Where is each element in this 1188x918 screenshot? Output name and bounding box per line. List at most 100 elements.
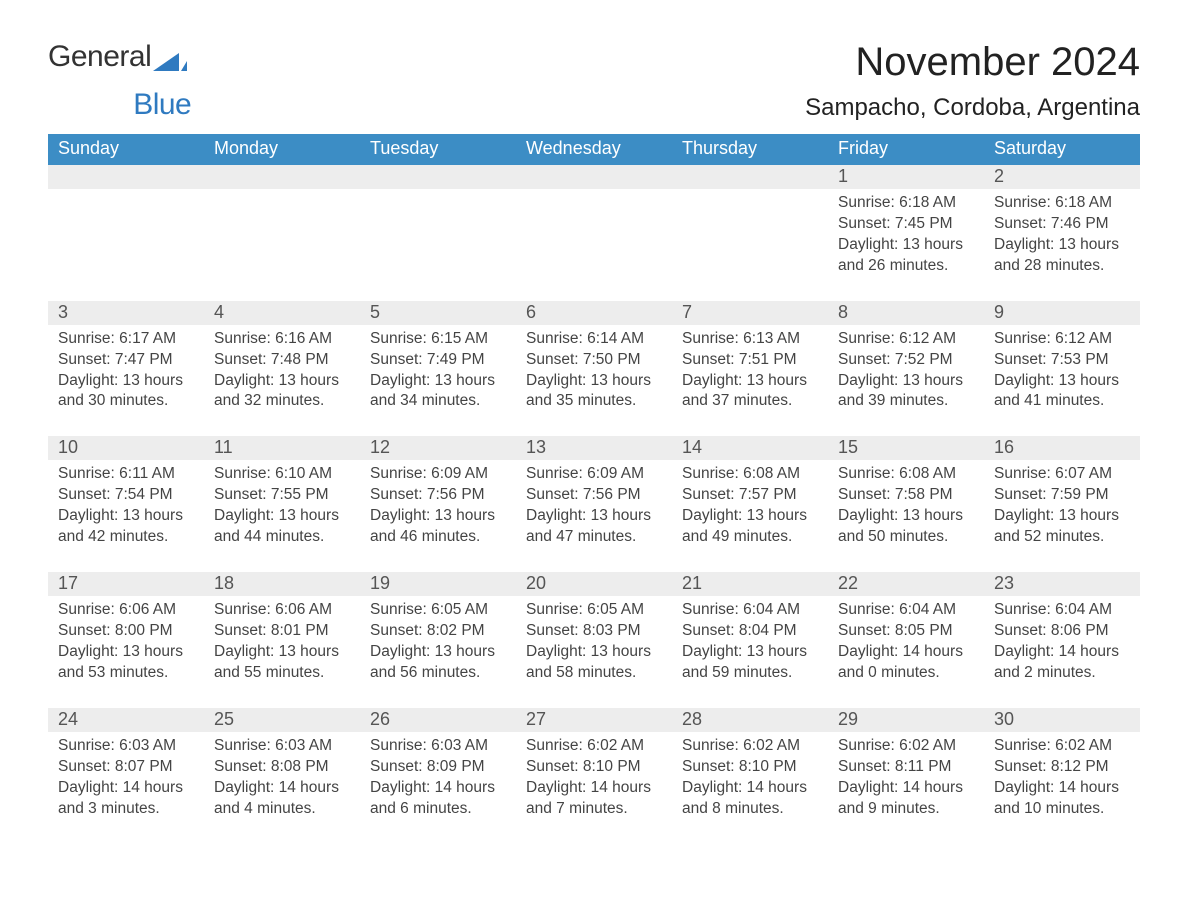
sunset-label: Sunset: — [682, 622, 739, 639]
sunrise-label: Sunrise: — [682, 601, 743, 618]
sunset-line: Sunset: 7:52 PM — [838, 350, 980, 371]
day-body — [360, 189, 516, 281]
calendar-cell: 27Sunrise: 6:02 AMSunset: 8:10 PMDayligh… — [516, 708, 672, 844]
calendar-cell: 28Sunrise: 6:02 AMSunset: 8:10 PMDayligh… — [672, 708, 828, 844]
sunrise-line: Sunrise: 6:02 AM — [994, 736, 1136, 757]
sunrise-label: Sunrise: — [838, 194, 899, 211]
sunset-line: Sunset: 7:50 PM — [526, 350, 668, 371]
daylight-label: Daylight: — [526, 372, 591, 389]
sunrise-line: Sunrise: 6:12 AM — [994, 329, 1136, 350]
sunset-label: Sunset: — [58, 758, 115, 775]
day-body: Sunrise: 6:11 AMSunset: 7:54 PMDaylight:… — [48, 460, 204, 572]
calendar-cell: 22Sunrise: 6:04 AMSunset: 8:05 PMDayligh… — [828, 572, 984, 708]
sunrise-line: Sunrise: 6:04 AM — [994, 600, 1136, 621]
day-number: 13 — [516, 436, 672, 460]
sunset-value: 8:12 PM — [1051, 758, 1109, 775]
calendar-cell: 19Sunrise: 6:05 AMSunset: 8:02 PMDayligh… — [360, 572, 516, 708]
sunrise-value: 6:09 AM — [587, 465, 644, 482]
day-number-bar — [516, 165, 672, 189]
calendar-cell: 23Sunrise: 6:04 AMSunset: 8:06 PMDayligh… — [984, 572, 1140, 708]
sunrise-value: 6:15 AM — [431, 330, 488, 347]
sunset-label: Sunset: — [526, 622, 583, 639]
day-number: 24 — [48, 708, 204, 732]
sunset-line: Sunset: 7:58 PM — [838, 485, 980, 506]
sunrise-label: Sunrise: — [838, 737, 899, 754]
sunrise-line: Sunrise: 6:11 AM — [58, 464, 200, 485]
sunset-line: Sunset: 7:57 PM — [682, 485, 824, 506]
sunset-line: Sunset: 8:10 PM — [526, 757, 668, 778]
day-number: 3 — [48, 301, 204, 325]
sunset-line: Sunset: 7:54 PM — [58, 485, 200, 506]
day-body: Sunrise: 6:04 AMSunset: 8:04 PMDaylight:… — [672, 596, 828, 708]
day-number: 8 — [828, 301, 984, 325]
day-body: Sunrise: 6:10 AMSunset: 7:55 PMDaylight:… — [204, 460, 360, 572]
sunrise-label: Sunrise: — [838, 465, 899, 482]
day-body: Sunrise: 6:09 AMSunset: 7:56 PMDaylight:… — [516, 460, 672, 572]
day-number: 17 — [48, 572, 204, 596]
day-body: Sunrise: 6:06 AMSunset: 8:01 PMDaylight:… — [204, 596, 360, 708]
calendar-cell: 14Sunrise: 6:08 AMSunset: 7:57 PMDayligh… — [672, 436, 828, 572]
day-body: Sunrise: 6:06 AMSunset: 8:00 PMDaylight:… — [48, 596, 204, 708]
sunset-label: Sunset: — [838, 351, 895, 368]
sunrise-label: Sunrise: — [526, 465, 587, 482]
calendar-cell: 10Sunrise: 6:11 AMSunset: 7:54 PMDayligh… — [48, 436, 204, 572]
day-number: 20 — [516, 572, 672, 596]
sunset-label: Sunset: — [214, 351, 271, 368]
daylight-label: Daylight: — [370, 372, 435, 389]
sunrise-line: Sunrise: 6:18 AM — [838, 193, 980, 214]
sunset-value: 7:59 PM — [1051, 486, 1109, 503]
sunset-value: 7:46 PM — [1051, 215, 1109, 232]
sunrise-label: Sunrise: — [370, 330, 431, 347]
day-number: 9 — [984, 301, 1140, 325]
daylight-label: Daylight: — [682, 643, 747, 660]
day-body: Sunrise: 6:02 AMSunset: 8:11 PMDaylight:… — [828, 732, 984, 844]
sunset-line: Sunset: 8:12 PM — [994, 757, 1136, 778]
sunset-line: Sunset: 7:45 PM — [838, 214, 980, 235]
calendar-week-row: 1Sunrise: 6:18 AMSunset: 7:45 PMDaylight… — [48, 165, 1140, 301]
sunrise-line: Sunrise: 6:03 AM — [370, 736, 512, 757]
sunrise-label: Sunrise: — [526, 737, 587, 754]
sunrise-line: Sunrise: 6:17 AM — [58, 329, 200, 350]
daylight-label: Daylight: — [526, 507, 591, 524]
sunset-value: 7:52 PM — [895, 351, 953, 368]
sunset-label: Sunset: — [994, 622, 1051, 639]
sunrise-line: Sunrise: 6:09 AM — [370, 464, 512, 485]
sunset-value: 7:51 PM — [739, 351, 797, 368]
sunrise-value: 6:08 AM — [743, 465, 800, 482]
calendar-cell: 6Sunrise: 6:14 AMSunset: 7:50 PMDaylight… — [516, 301, 672, 437]
daylight-line: Daylight: 13 hours and 26 minutes. — [838, 235, 980, 277]
daylight-label: Daylight: — [838, 779, 903, 796]
day-body: Sunrise: 6:04 AMSunset: 8:06 PMDaylight:… — [984, 596, 1140, 708]
sunset-label: Sunset: — [682, 758, 739, 775]
sunset-value: 8:10 PM — [739, 758, 797, 775]
calendar-cell — [204, 165, 360, 301]
day-number-bar — [48, 165, 204, 189]
day-header: Thursday — [672, 134, 828, 165]
sunrise-value: 6:12 AM — [1055, 330, 1112, 347]
daylight-line: Daylight: 13 hours and 50 minutes. — [838, 506, 980, 548]
day-body: Sunrise: 6:09 AMSunset: 7:56 PMDaylight:… — [360, 460, 516, 572]
sunset-value: 7:54 PM — [115, 486, 173, 503]
sunset-line: Sunset: 7:53 PM — [994, 350, 1136, 371]
sunset-line: Sunset: 8:04 PM — [682, 621, 824, 642]
sunset-value: 7:48 PM — [271, 351, 329, 368]
calendar-cell: 5Sunrise: 6:15 AMSunset: 7:49 PMDaylight… — [360, 301, 516, 437]
sunset-line: Sunset: 7:51 PM — [682, 350, 824, 371]
day-body: Sunrise: 6:16 AMSunset: 7:48 PMDaylight:… — [204, 325, 360, 437]
daylight-line: Daylight: 14 hours and 6 minutes. — [370, 778, 512, 820]
sunset-label: Sunset: — [58, 351, 115, 368]
calendar-cell: 30Sunrise: 6:02 AMSunset: 8:12 PMDayligh… — [984, 708, 1140, 844]
sunset-line: Sunset: 8:10 PM — [682, 757, 824, 778]
sunset-value: 7:57 PM — [739, 486, 797, 503]
day-body: Sunrise: 6:02 AMSunset: 8:12 PMDaylight:… — [984, 732, 1140, 844]
sunrise-line: Sunrise: 6:15 AM — [370, 329, 512, 350]
day-header: Tuesday — [360, 134, 516, 165]
brand-triangle-icon — [153, 51, 187, 76]
sunset-label: Sunset: — [526, 758, 583, 775]
day-body: Sunrise: 6:18 AMSunset: 7:45 PMDaylight:… — [828, 189, 984, 301]
day-body: Sunrise: 6:02 AMSunset: 8:10 PMDaylight:… — [516, 732, 672, 844]
calendar-cell — [516, 165, 672, 301]
sunset-value: 8:01 PM — [271, 622, 329, 639]
sunrise-line: Sunrise: 6:10 AM — [214, 464, 356, 485]
day-body: Sunrise: 6:08 AMSunset: 7:58 PMDaylight:… — [828, 460, 984, 572]
